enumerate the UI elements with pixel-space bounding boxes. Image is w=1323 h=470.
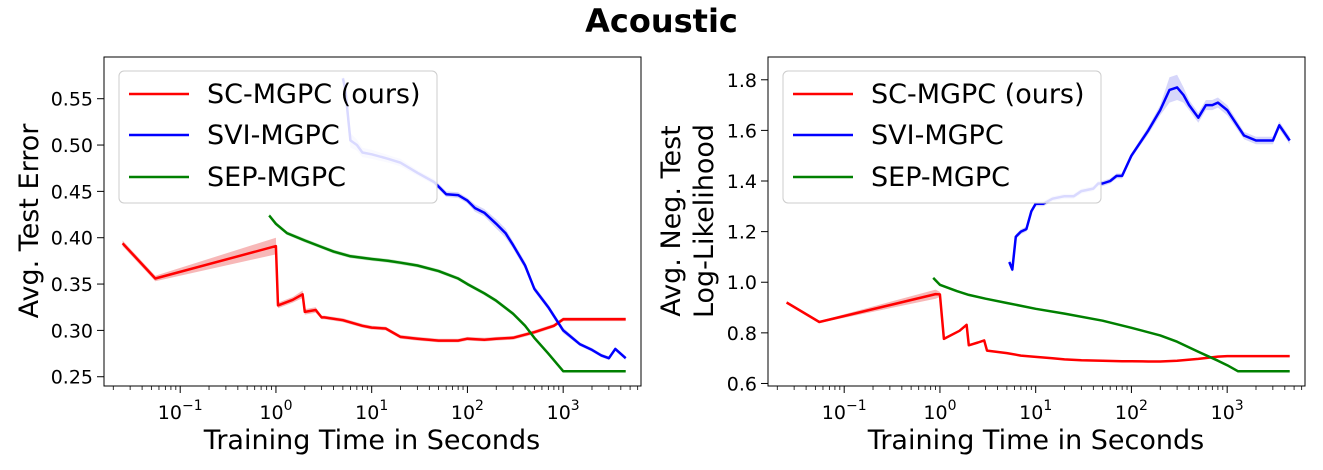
series-line-sc-mgpc-ours	[785, 292, 1290, 363]
y-tick-label: 0.25	[51, 367, 93, 389]
plot-frame	[767, 56, 1306, 387]
y-axis: 0.6 0.8 1.0 1.2 1.4 1.6 1.8	[727, 70, 768, 395]
left-panel-test-error: 10−1 100 101 102 103 0.25 0.30 0.35 0.40 0.45 0.5…	[14, 56, 642, 456]
x-tick-label: 100	[923, 398, 956, 424]
legend: SC-MGPC (ours) SVI-MGPC SEP-MGPC	[782, 70, 1102, 204]
figure-title: Acoustic	[585, 2, 738, 40]
legend-label-svi-mgpc: SVI-MGPC	[871, 120, 1004, 151]
plot-area	[103, 56, 642, 387]
x-tick-label: 103	[547, 398, 580, 424]
y-tick-label: 1.6	[727, 120, 757, 142]
y-tick-label: 1.2	[727, 222, 757, 244]
band-sep-mgpc	[269, 213, 626, 373]
y-axis: 0.25 0.30 0.35 0.40 0.45 0.50 0.55	[51, 89, 104, 389]
y-tick-label: 0.35	[51, 274, 93, 296]
legend-label-sc-mgpc: SC-MGPC (ours)	[871, 79, 1085, 110]
y-tick-label: 1.8	[727, 70, 757, 92]
y-tick-label: 0.6	[727, 373, 757, 395]
x-axis-label: Training Time in Seconds	[867, 425, 1204, 456]
y-axis-label-line1: Avg. Neg. Test	[656, 125, 687, 316]
x-tick-label: 10−1	[158, 398, 203, 424]
y-tick-label: 0.45	[51, 181, 93, 203]
x-tick-label: 10−1	[822, 398, 867, 424]
y-tick-label: 0.30	[51, 320, 93, 342]
x-tick-label: 101	[1019, 398, 1052, 424]
series-line-svi-mgpc	[1008, 86, 1291, 271]
series-line-sep-mgpc	[268, 214, 626, 373]
legend-label-svi-mgpc: SVI-MGPC	[207, 120, 340, 151]
legend-label-sc-mgpc: SC-MGPC (ours)	[207, 79, 421, 110]
x-axis: 10−1 100 101 102 103	[776, 386, 1303, 424]
x-axis-label: Training Time in Seconds	[203, 425, 540, 456]
x-tick-label: 102	[1115, 398, 1148, 424]
plot-area	[767, 56, 1306, 387]
band-sc-mgpc-ours	[786, 289, 1290, 362]
legend-label-sep-mgpc: SEP-MGPC	[871, 162, 1010, 193]
series-line-sep-mgpc	[932, 277, 1290, 373]
x-axis: 10−1 100 101 102 103	[112, 386, 639, 424]
x-tick-label: 103	[1211, 398, 1244, 424]
x-tick-label: 101	[355, 398, 388, 424]
y-tick-label: 1.0	[727, 272, 757, 294]
y-tick-label: 0.40	[51, 228, 93, 250]
y-tick-label: 1.4	[727, 171, 757, 193]
x-tick-label: 100	[259, 398, 292, 424]
y-tick-label: 0.8	[727, 323, 757, 345]
x-tick-label: 102	[451, 398, 484, 424]
legend: SC-MGPC (ours) SVI-MGPC SEP-MGPC	[118, 70, 438, 204]
y-tick-label: 0.50	[51, 135, 93, 157]
band-sep-mgpc	[933, 277, 1290, 372]
right-panel-neg-log-likelihood: 10−1 100 101 102 103 0.6 0.8 1.0 1.2 1.4 1.6 1.8 T…	[656, 56, 1306, 456]
legend-box	[782, 70, 1102, 204]
y-axis-label-line2: Log-Likelihood	[689, 124, 720, 318]
plot-frame	[103, 56, 642, 387]
y-axis-label: Avg. Test Error	[14, 123, 45, 319]
legend-label-sep-mgpc: SEP-MGPC	[207, 162, 346, 193]
series-lines	[785, 86, 1291, 373]
legend-box	[118, 70, 438, 204]
series-line-sc-mgpc-ours	[121, 242, 626, 342]
y-tick-label: 0.55	[51, 89, 93, 111]
